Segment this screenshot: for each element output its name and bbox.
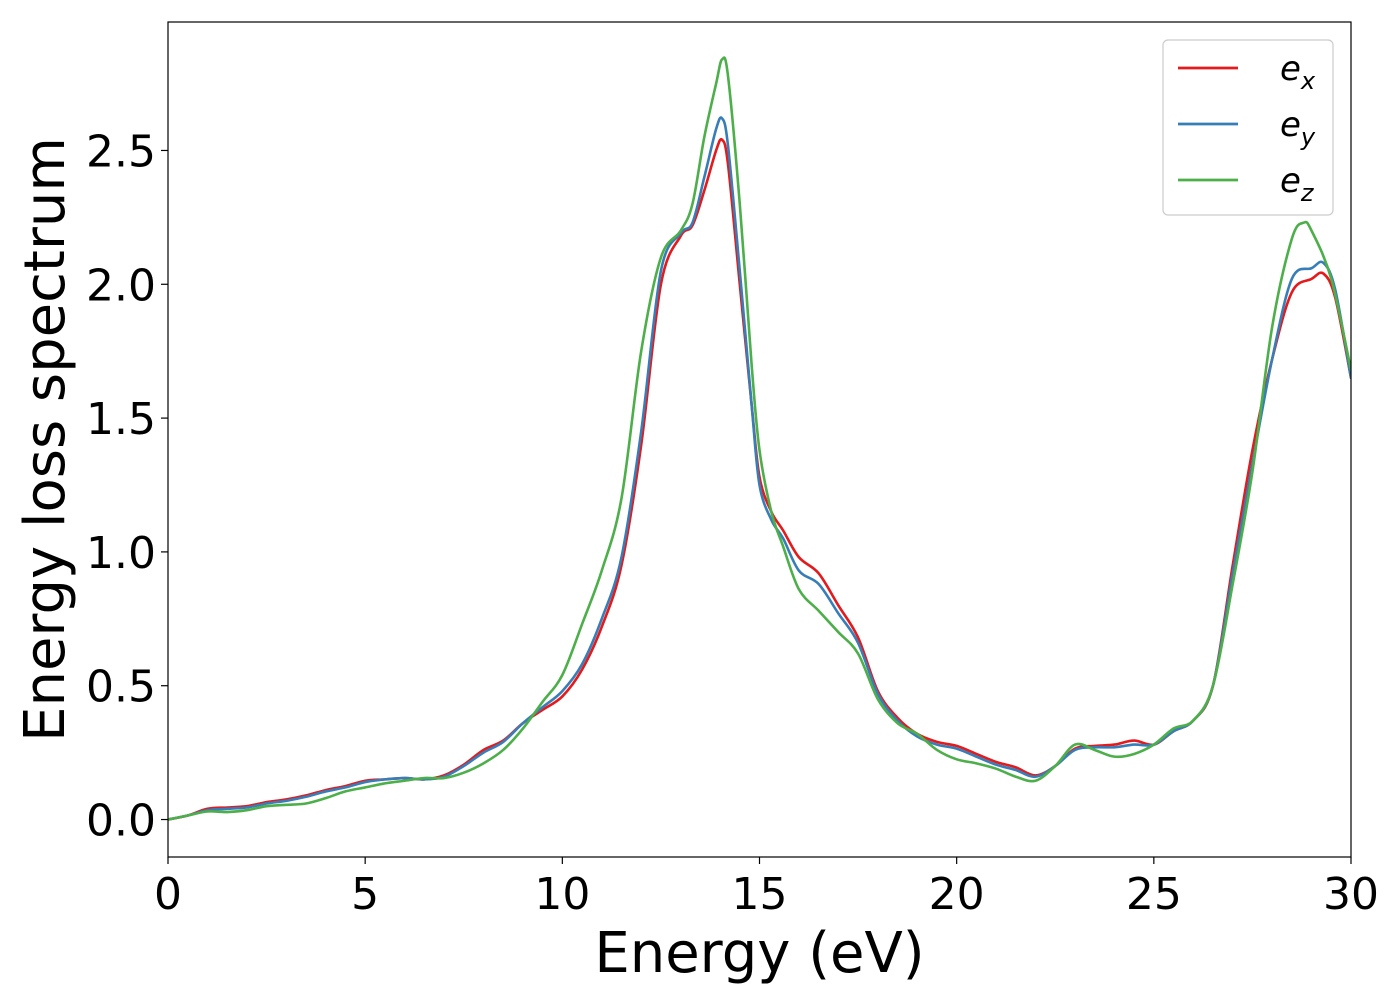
legend-label-subscript: x <box>1300 67 1316 95</box>
x-tick-label: 30 <box>1323 869 1379 920</box>
x-tick-label: 25 <box>1126 869 1182 920</box>
legend-label: ey <box>1280 105 1316 151</box>
legend-label: ez <box>1280 161 1315 207</box>
legend-item-z: ez <box>1178 161 1315 207</box>
y-tick-label: 2.0 <box>86 260 156 311</box>
x-tick-label: 10 <box>534 869 590 920</box>
x-tick-label: 5 <box>351 869 379 920</box>
x-tick-label: 20 <box>929 869 985 920</box>
legend-label: ex <box>1280 49 1316 95</box>
series-layer <box>168 56 1351 821</box>
series-line-y <box>168 116 1351 821</box>
x-axis-title: Energy (eV) <box>594 921 924 986</box>
y-tick-label: 0.0 <box>86 796 156 847</box>
legend-item-y: ey <box>1178 105 1316 151</box>
legend-label-base: e <box>1280 49 1301 89</box>
legend-label-subscript: z <box>1300 179 1315 207</box>
y-tick-label: 0.5 <box>86 662 156 713</box>
legend-box <box>1162 39 1334 216</box>
y-tick-label: 1.5 <box>86 394 156 445</box>
x-tick-label: 0 <box>154 869 182 920</box>
y-tick-label: 2.5 <box>86 126 156 177</box>
series-line-z <box>168 56 1351 821</box>
y-tick-label: 1.0 <box>86 528 156 579</box>
y-axis-title: Energy loss spectrum <box>13 137 78 742</box>
x-axis: 0 5 10 15 20 25 30 <box>154 857 1379 920</box>
legend-label-base: e <box>1280 105 1301 145</box>
legend-label-base: e <box>1280 161 1301 201</box>
y-axis: 0.0 0.5 1.0 1.5 2.0 2.5 <box>86 126 168 847</box>
legend-item-x: ex <box>1178 49 1316 95</box>
legend-label-subscript: y <box>1300 123 1316 151</box>
x-tick-label: 15 <box>732 869 788 920</box>
